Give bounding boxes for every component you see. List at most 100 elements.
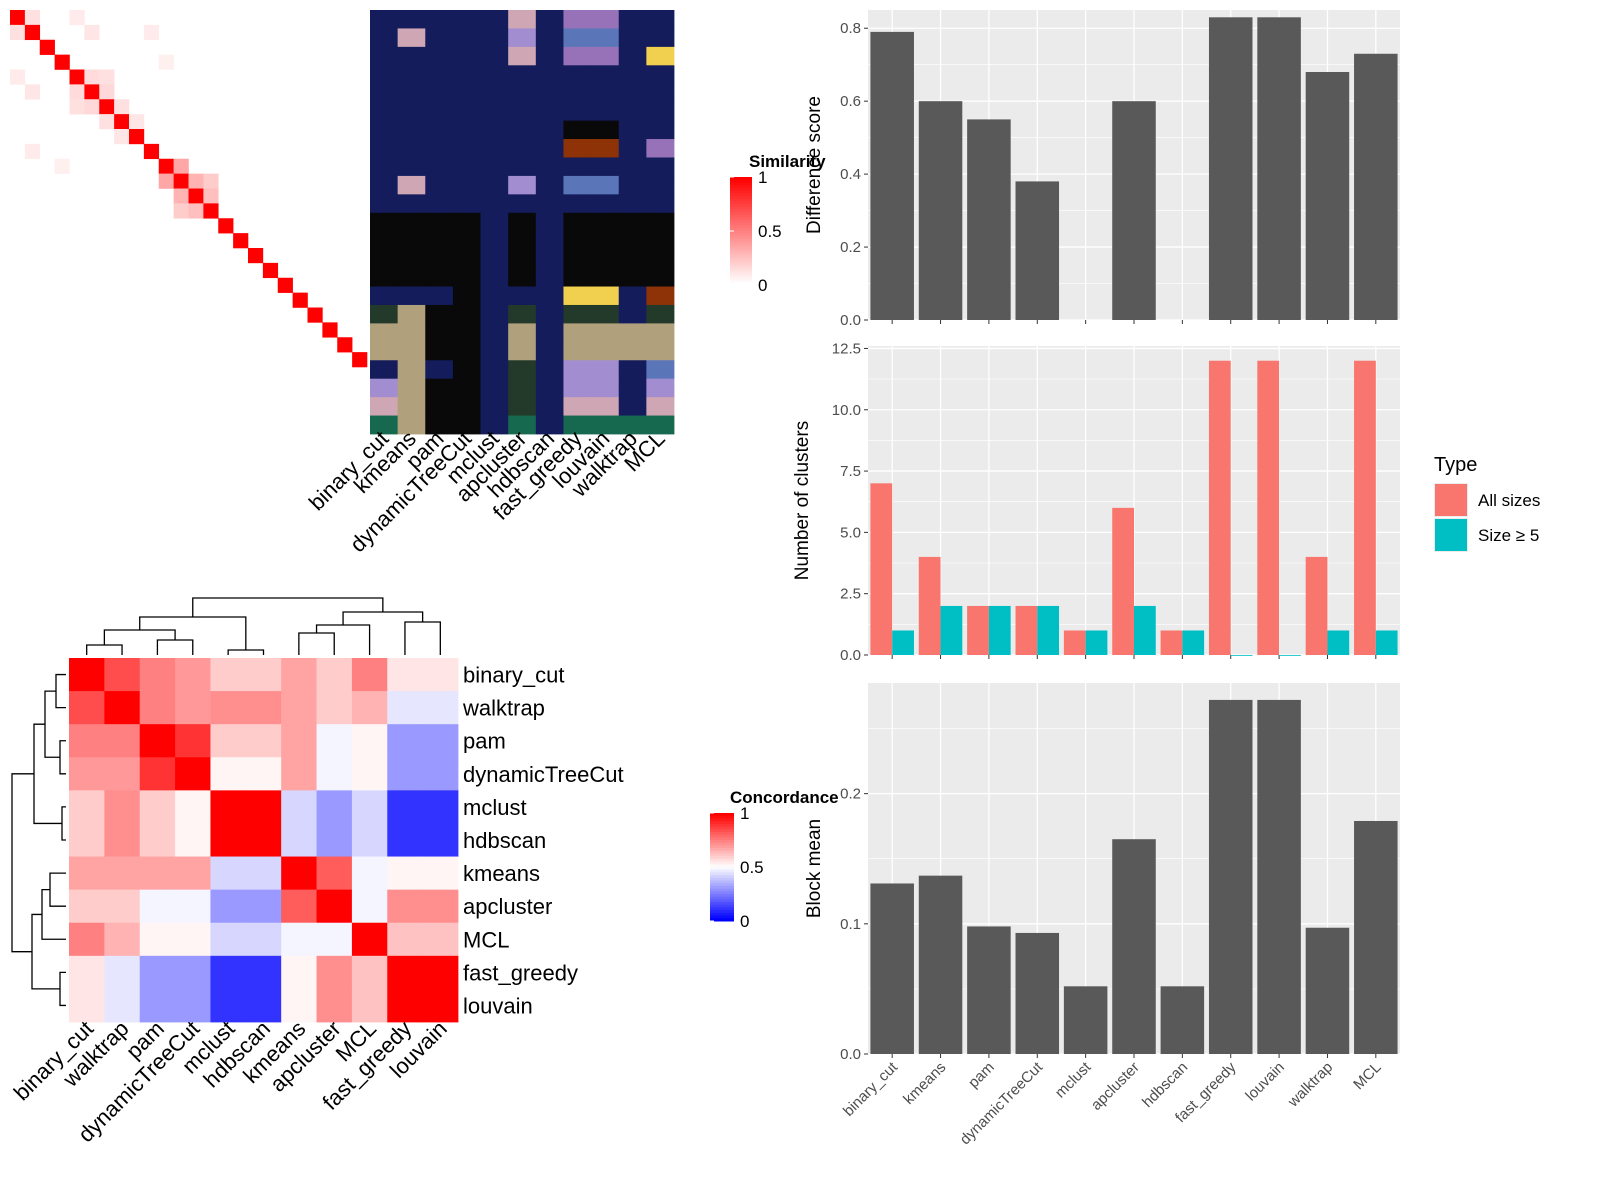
concordance-cell bbox=[387, 691, 424, 725]
bar bbox=[870, 31, 914, 320]
concordance-cell bbox=[175, 856, 211, 891]
concordance-cell bbox=[69, 955, 105, 990]
similarity-legend-swatch bbox=[730, 220, 752, 224]
similarity-legend-swatch bbox=[730, 222, 752, 227]
class-cell bbox=[397, 120, 426, 140]
class-cell bbox=[618, 249, 647, 269]
concordance-cell bbox=[139, 988, 176, 1023]
class-cell bbox=[452, 46, 481, 66]
concordance-legend-swatch bbox=[710, 845, 734, 849]
class-cell bbox=[425, 46, 454, 66]
class-cell bbox=[480, 378, 509, 398]
class-cell bbox=[563, 286, 592, 306]
similarity-cell bbox=[173, 173, 189, 189]
similarity-legend-swatch bbox=[730, 274, 752, 278]
class-cell bbox=[480, 65, 509, 85]
class-cell bbox=[480, 323, 509, 343]
x-tick-label: kmeans bbox=[900, 1059, 949, 1108]
concordance-legend-swatch bbox=[710, 826, 734, 830]
concordance-cell bbox=[387, 856, 424, 891]
concordance-cell bbox=[210, 691, 247, 725]
concordance-cell bbox=[139, 790, 176, 824]
class-cell bbox=[591, 341, 620, 361]
class-cell bbox=[397, 231, 426, 251]
class-cell bbox=[480, 139, 509, 158]
concordance-cell bbox=[69, 691, 105, 725]
concordance-cell bbox=[316, 955, 353, 990]
concordance-cell bbox=[139, 823, 176, 857]
similarity-cell bbox=[203, 173, 219, 189]
class-cell bbox=[535, 175, 564, 195]
class-cell bbox=[508, 231, 537, 251]
class-cell bbox=[591, 28, 620, 48]
similarity-cell bbox=[173, 158, 189, 174]
class-cell bbox=[370, 139, 399, 158]
class-cell bbox=[563, 65, 592, 85]
similarity-cell bbox=[292, 292, 308, 308]
class-cell bbox=[646, 157, 675, 177]
class-cell bbox=[397, 378, 426, 398]
concordance-legend-swatch bbox=[710, 815, 734, 819]
similarity-cell bbox=[114, 114, 130, 130]
class-cell bbox=[563, 341, 592, 361]
concordance-row-label: walktrap bbox=[462, 696, 545, 721]
concordance-cell bbox=[245, 790, 282, 824]
concordance-legend-swatch bbox=[710, 907, 734, 911]
column-dendrogram-branch bbox=[103, 629, 176, 645]
concordance-legend-swatch bbox=[710, 864, 734, 868]
concordance-cell bbox=[422, 922, 459, 957]
concordance-legend-swatch bbox=[710, 869, 734, 873]
y-tick-label: 10.0 bbox=[832, 402, 861, 419]
bar bbox=[870, 483, 893, 655]
block-mean-panel: 0.0 0.1 0.2 Block mean binary_cut kmeans pamdy… bbox=[804, 683, 1400, 1148]
similarity-cell bbox=[233, 233, 249, 249]
concordance-cell bbox=[387, 955, 424, 990]
concordance-cell bbox=[387, 724, 424, 758]
class-cell bbox=[646, 194, 675, 214]
concordance-cell bbox=[69, 922, 105, 957]
class-cell bbox=[397, 83, 426, 103]
class-cell bbox=[563, 28, 592, 48]
class-cell bbox=[370, 378, 399, 398]
concordance-cell bbox=[245, 922, 282, 957]
class-cell bbox=[480, 286, 509, 306]
class-cell bbox=[480, 194, 509, 214]
bar bbox=[1182, 630, 1205, 655]
class-cell bbox=[563, 323, 592, 343]
concordance-legend-swatch bbox=[710, 813, 734, 817]
similarity-cell bbox=[84, 99, 100, 115]
concordance-cell bbox=[422, 955, 459, 990]
class-cell bbox=[646, 249, 675, 269]
class-cell bbox=[397, 28, 426, 48]
class-cell bbox=[452, 212, 481, 232]
similarity-legend-swatch bbox=[730, 249, 752, 254]
concordance-legend-swatch bbox=[710, 823, 734, 827]
concordance-legend-swatch bbox=[710, 831, 734, 836]
bar bbox=[967, 605, 989, 655]
class-cell bbox=[397, 323, 426, 343]
y-tick-label: 0.1 bbox=[840, 916, 861, 933]
class-cell bbox=[370, 175, 399, 195]
concordance-legend-swatch bbox=[710, 861, 734, 865]
class-cell bbox=[508, 83, 537, 103]
concordance-cell bbox=[281, 658, 317, 692]
concordance-cell bbox=[387, 988, 424, 1023]
concordance-cell bbox=[316, 823, 353, 857]
concordance-legend-swatch bbox=[710, 888, 734, 892]
class-cell bbox=[425, 286, 454, 306]
class-cell bbox=[591, 212, 620, 232]
concordance-cell bbox=[281, 823, 317, 857]
class-cell bbox=[563, 231, 592, 251]
class-cell bbox=[535, 46, 564, 66]
row-dendrogram-branch bbox=[59, 740, 66, 775]
bar bbox=[967, 119, 1011, 320]
bar bbox=[1279, 655, 1301, 656]
similarity-legend-swatch bbox=[730, 263, 752, 267]
class-cell bbox=[425, 231, 454, 251]
concordance-row-label: pam bbox=[463, 729, 506, 754]
concordance-legend-swatch bbox=[710, 877, 734, 881]
class-cell bbox=[591, 46, 620, 66]
class-cell bbox=[646, 120, 675, 140]
similarity-cell bbox=[10, 24, 26, 41]
